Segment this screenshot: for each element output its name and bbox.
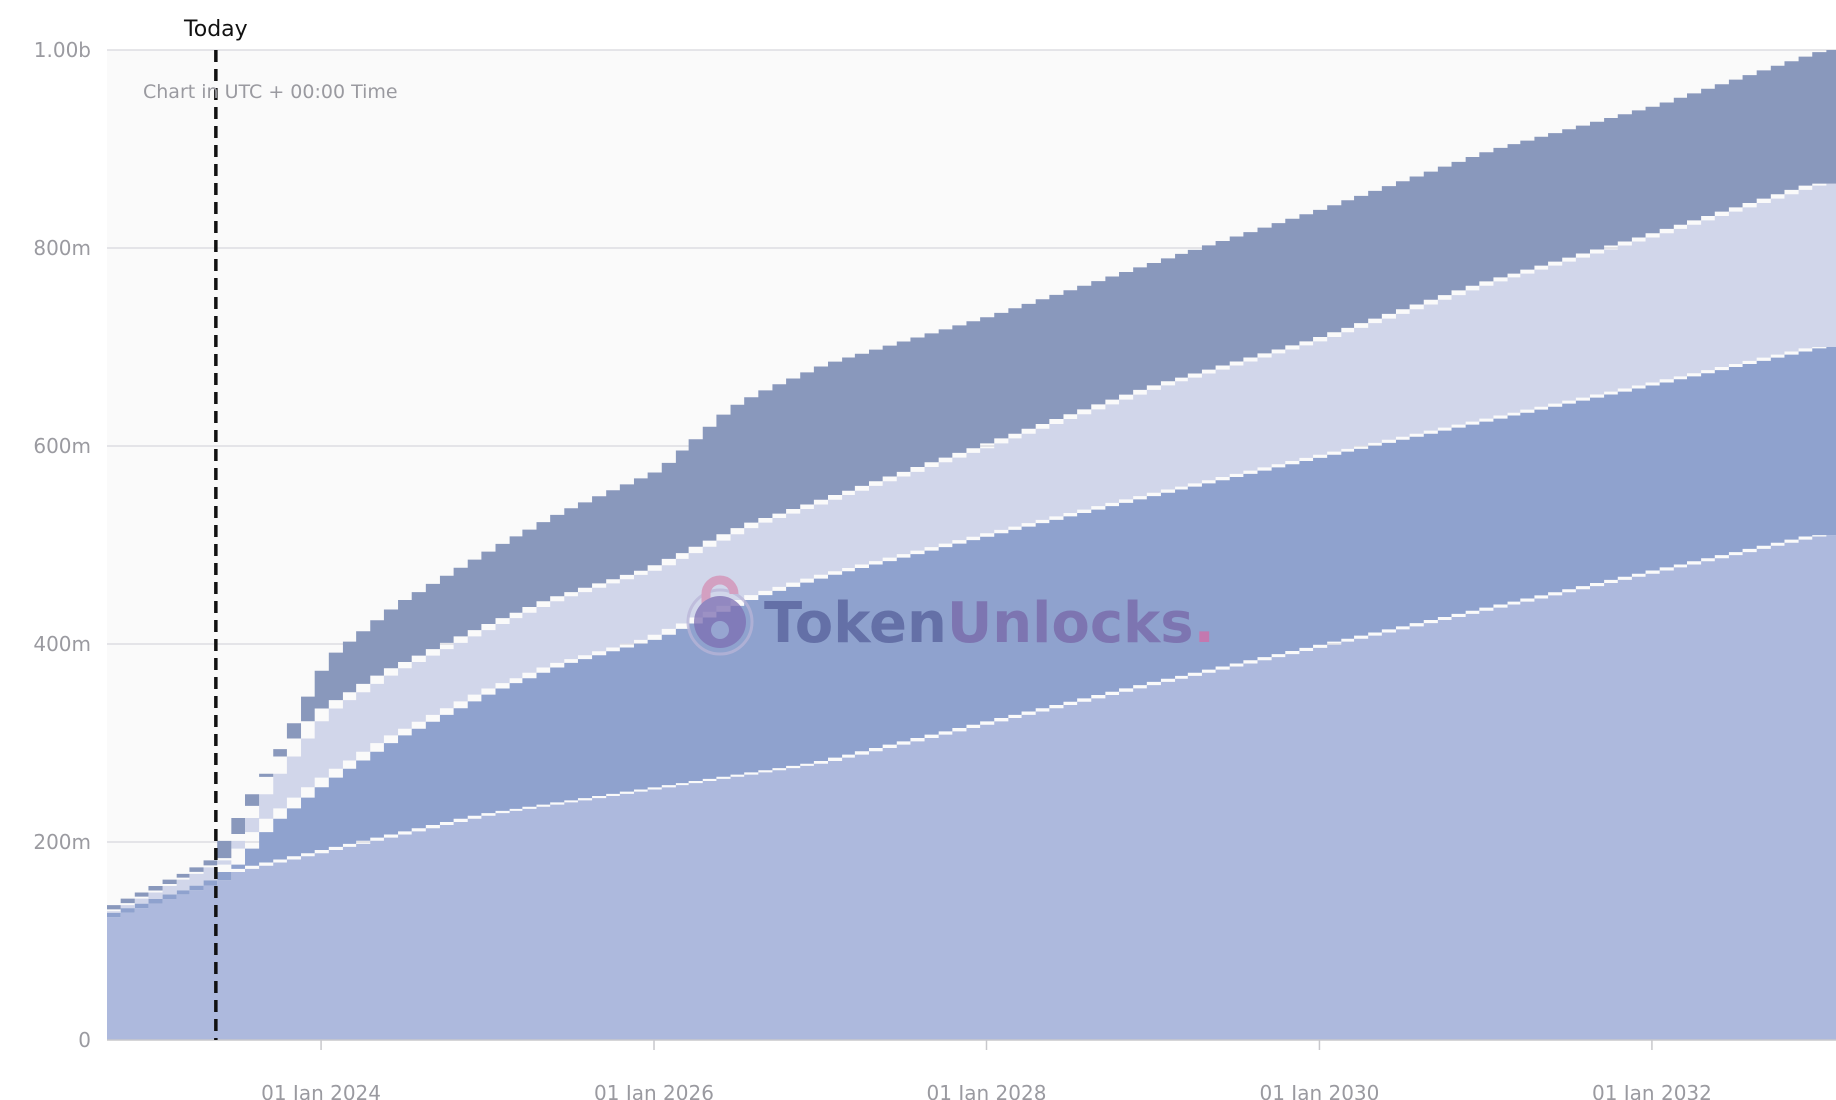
x-tick-label: 01 Jan 2026 xyxy=(594,1081,714,1100)
utc-timezone-note: Chart in UTC + 00:00 Time xyxy=(143,81,398,103)
y-tick-label: 0 xyxy=(78,1028,91,1052)
watermark-token: Token xyxy=(764,591,947,656)
series-area xyxy=(107,347,1836,918)
x-tick-label: 01 Jan 2030 xyxy=(1259,1081,1379,1100)
watermark-unlocks: Unlocks xyxy=(947,591,1194,656)
x-tick-label: 01 Jan 2028 xyxy=(927,1081,1047,1100)
series-area xyxy=(107,50,1836,912)
y-axis-ticks: 0 200m 400m 600m 800m 1.00b xyxy=(33,38,91,1052)
y-tick-label: 800m xyxy=(33,236,91,260)
y-tick-label: 600m xyxy=(33,434,91,458)
series-area xyxy=(107,535,1836,1040)
stacked-areas xyxy=(107,50,1836,1040)
x-axis-ticks: 01 Jan 2024 01 Jan 2026 01 Jan 2028 01 Jan … xyxy=(261,1040,1712,1100)
series-area xyxy=(107,183,1836,918)
watermark-text: TokenUnlocks. xyxy=(764,591,1215,656)
y-tick-label: 400m xyxy=(33,632,91,656)
tokenunlocks-watermark: TokenUnlocks. xyxy=(686,575,1215,656)
lock-logo-icon xyxy=(686,575,754,656)
today-label: Today xyxy=(183,17,248,42)
watermark-dot: . xyxy=(1194,591,1215,656)
y-tick-label: 200m xyxy=(33,830,91,854)
x-tick-label: 01 Jan 2032 xyxy=(1592,1081,1712,1100)
x-tick-label: 01 Jan 2024 xyxy=(261,1081,381,1100)
y-tick-label: 1.00b xyxy=(34,38,91,62)
